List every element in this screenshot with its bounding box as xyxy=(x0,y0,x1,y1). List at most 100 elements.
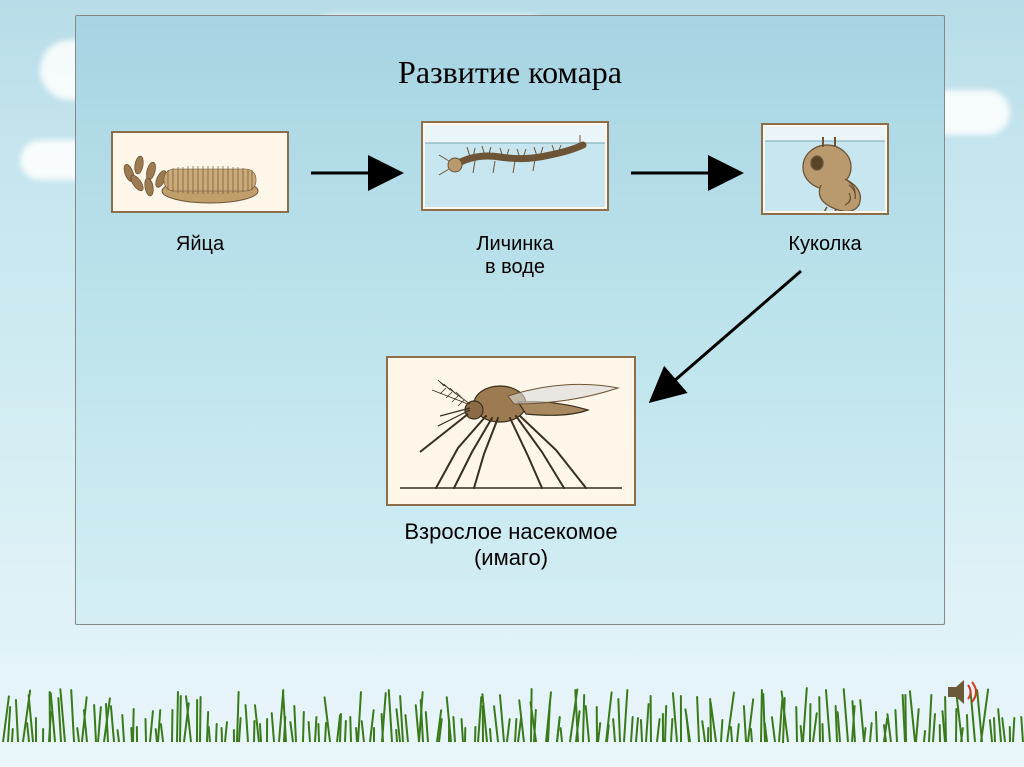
slide-root: Развитие комара xyxy=(0,0,1024,767)
grass-blade xyxy=(42,728,44,742)
grass-blade xyxy=(812,712,818,742)
grass-blade xyxy=(144,718,147,742)
grass-blade xyxy=(381,692,387,742)
grass-blade xyxy=(560,727,564,742)
grass-blade xyxy=(238,717,242,742)
arrows-layer xyxy=(76,16,946,626)
grass-blade xyxy=(293,705,297,742)
grass-blade xyxy=(1009,726,1011,742)
grass-blade xyxy=(464,727,466,742)
grass-blade xyxy=(149,710,154,742)
grass-blade xyxy=(489,728,492,742)
grass-blade xyxy=(664,705,667,742)
grass-blade xyxy=(493,706,499,743)
grass-blade xyxy=(875,711,878,742)
grass-blade xyxy=(171,709,173,742)
grass-blade xyxy=(869,722,873,742)
grass-blade xyxy=(939,724,941,742)
grass-blade xyxy=(696,696,700,742)
grass-blade xyxy=(215,723,218,742)
grass-blade xyxy=(70,689,75,742)
grass-blade xyxy=(132,708,135,742)
grass-blade xyxy=(720,719,723,742)
grass-blade xyxy=(915,708,920,742)
grass-blade xyxy=(499,694,505,742)
grass-blade xyxy=(743,705,747,742)
grass-blade xyxy=(266,718,268,742)
grass-blade xyxy=(76,727,80,742)
grass-blade xyxy=(116,729,120,742)
grass-blade xyxy=(584,705,589,742)
grass-blade xyxy=(302,711,305,742)
grass-strip xyxy=(0,677,1024,742)
grass-blade xyxy=(349,716,352,742)
grass-blade xyxy=(680,695,682,742)
grass-blade xyxy=(110,705,115,742)
grass-blade xyxy=(308,721,311,742)
grass-blade xyxy=(730,726,733,742)
grass-blade xyxy=(672,692,678,742)
grass-blade xyxy=(670,718,673,742)
grass-blade xyxy=(547,701,551,742)
grass-blade xyxy=(361,720,365,743)
grass-blade xyxy=(93,704,97,742)
grass-blade xyxy=(612,718,616,742)
grass-blade xyxy=(232,729,234,742)
grass-blade xyxy=(244,704,249,742)
grass-blade xyxy=(373,727,375,742)
grass-blade xyxy=(635,717,639,742)
grass-blade xyxy=(686,715,691,743)
grass-blade xyxy=(179,695,182,742)
grass-blade xyxy=(15,699,19,742)
grass-blade xyxy=(317,723,320,742)
diagram-panel: Развитие комара xyxy=(75,15,945,625)
grass-blade xyxy=(224,721,228,742)
grass-blade xyxy=(425,711,429,742)
grass-blade xyxy=(966,714,969,742)
sound-icon[interactable] xyxy=(946,677,982,707)
grass-blade xyxy=(446,696,452,742)
grass-blade xyxy=(997,708,1002,742)
grass-blade xyxy=(923,730,926,742)
grass-blade xyxy=(339,713,342,742)
grass-blade xyxy=(404,714,409,742)
grass-blade xyxy=(640,719,643,742)
grass-blade xyxy=(159,723,163,742)
grass-blade xyxy=(993,717,996,742)
grass-blade xyxy=(199,696,202,742)
grass-blade xyxy=(843,688,849,742)
grass-blade xyxy=(932,713,936,742)
grass-blade xyxy=(886,713,892,742)
grass-blade xyxy=(904,694,907,742)
grass-blade xyxy=(623,689,628,742)
grass-blade xyxy=(11,728,14,742)
grass-blade xyxy=(259,723,262,742)
grass-blade xyxy=(770,716,775,742)
grass-blade xyxy=(630,716,634,742)
grass-blade xyxy=(344,720,347,742)
grass-blade xyxy=(453,716,457,742)
grass-blade xyxy=(253,720,255,742)
grass-blade xyxy=(736,723,740,742)
grass-blade xyxy=(1020,716,1024,742)
grass-blade xyxy=(474,726,476,743)
grass-blade xyxy=(802,687,808,742)
grass-blade xyxy=(506,718,511,742)
grass-blade xyxy=(649,695,651,742)
grass-blade xyxy=(1001,717,1006,742)
grass-blade xyxy=(136,726,138,742)
grass-blade xyxy=(271,712,275,742)
grass-blade xyxy=(894,709,898,742)
grass-blade xyxy=(750,728,753,743)
grass-blade xyxy=(606,724,610,742)
grass-blade xyxy=(97,706,102,742)
grass-blade xyxy=(796,706,799,742)
grass-blade xyxy=(50,692,56,742)
grass-blade xyxy=(701,721,706,743)
grass-blade xyxy=(221,727,223,742)
arrow-pupa-to-imago xyxy=(651,271,801,401)
grass-blade xyxy=(809,703,811,742)
grass-blade xyxy=(388,689,393,742)
grass-blade xyxy=(707,727,709,742)
grass-blade xyxy=(121,714,125,742)
